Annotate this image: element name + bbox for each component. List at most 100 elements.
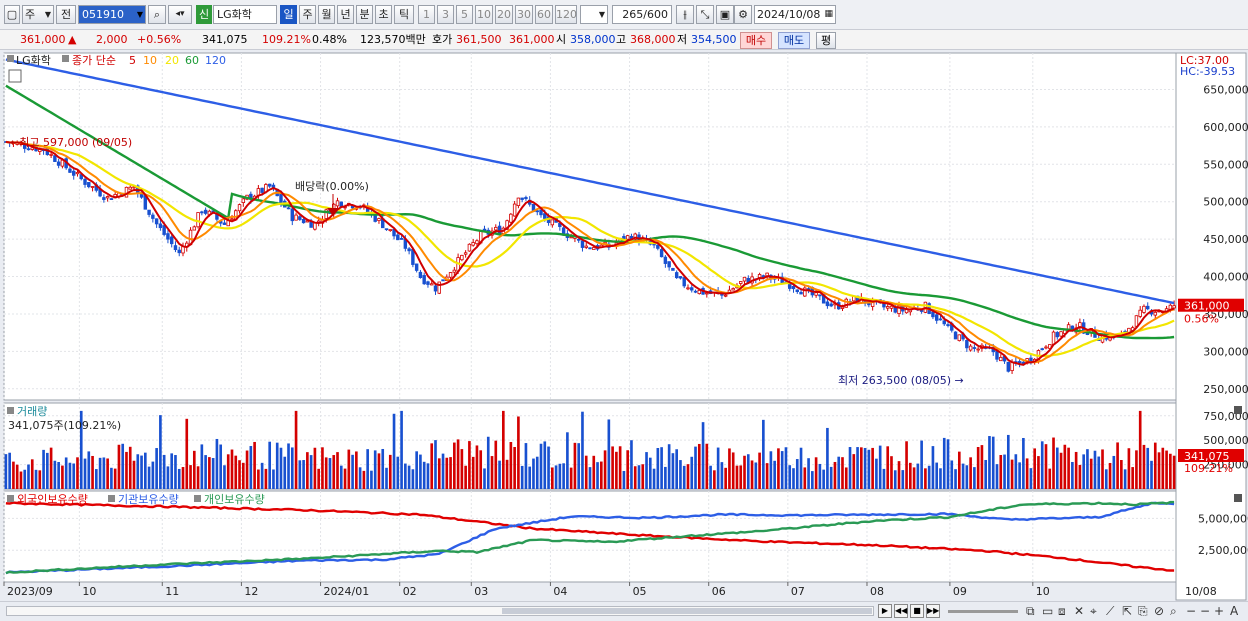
gear-icon[interactable]: ⚙ <box>734 5 752 24</box>
date-input[interactable]: 2024/10/08 ▦ <box>754 5 836 24</box>
scroll-thumb[interactable] <box>502 608 872 614</box>
custom-period-select[interactable]: ▼ <box>580 5 608 24</box>
tab-period-month[interactable]: 월 <box>318 5 335 24</box>
trend-line-icon[interactable]: ⟋ <box>1106 604 1115 618</box>
candle-body <box>181 246 185 254</box>
candle-body <box>260 187 264 193</box>
link-icon[interactable]: ⊘ <box>1154 604 1165 618</box>
crosshair-icon[interactable]: ⌖ <box>1090 604 1097 618</box>
tab-period-day[interactable]: 일 <box>280 5 297 24</box>
tab-period-second[interactable]: 초 <box>375 5 392 24</box>
minute-60[interactable]: 60 <box>535 5 553 24</box>
volume-bar <box>464 465 467 489</box>
save-icon[interactable]: ▣ <box>716 5 734 24</box>
minute-5[interactable]: 5 <box>456 5 473 24</box>
volume-bar <box>1048 468 1052 489</box>
volume-bar <box>290 447 294 489</box>
prev-button[interactable]: 전 <box>56 5 76 24</box>
volume-bar <box>343 468 347 489</box>
candle-body <box>693 290 698 293</box>
fast-forward-icon[interactable]: ▶▶ <box>926 604 940 618</box>
minute-1[interactable]: 1 <box>418 5 435 24</box>
volume-bar <box>1131 467 1134 489</box>
volume-bar <box>599 461 603 489</box>
volume-bar <box>1127 448 1131 489</box>
candle-body <box>520 197 524 200</box>
minute-120[interactable]: 120 <box>555 5 577 24</box>
sell-button[interactable]: 매도 <box>778 32 810 49</box>
scroll-track[interactable] <box>6 606 874 616</box>
volume-bar <box>415 451 418 489</box>
candle-body <box>731 288 735 291</box>
volume-bar <box>42 449 45 489</box>
volume-bar <box>185 418 189 489</box>
candle-body <box>1142 305 1146 313</box>
play-icon[interactable]: ▶ <box>878 604 892 618</box>
volume-bar <box>897 461 901 489</box>
moving-average-lines <box>5 58 1175 366</box>
volume-bar <box>731 452 735 489</box>
volume-bar <box>283 456 287 489</box>
volume-panel-close-icon <box>1234 406 1242 414</box>
price-tick-label: 650,000 <box>1203 83 1248 96</box>
candle-body <box>584 245 588 248</box>
search-icon[interactable]: ⌕ <box>148 5 166 24</box>
period-select[interactable]: 주 ▼ <box>22 5 54 24</box>
volume-bar <box>735 465 739 489</box>
candle-type-icon[interactable]: ⫲ <box>676 5 694 24</box>
volume-bar <box>550 467 554 489</box>
volume-bar <box>1142 444 1146 489</box>
volume-bar <box>509 441 513 489</box>
minute-3[interactable]: 3 <box>437 5 454 24</box>
evaluate-button[interactable]: 평 <box>816 32 836 49</box>
volume-bar <box>1135 450 1138 489</box>
rewind-icon[interactable]: ◀◀ <box>894 604 908 618</box>
display-count-field[interactable]: 265/600 <box>612 5 672 24</box>
tab-period-minute[interactable]: 분 <box>356 5 373 24</box>
stop-icon[interactable]: ■ <box>910 604 924 618</box>
stock-chart[interactable]: 650,000 600,000 550,000 500,000 450,000 400,0… <box>0 51 1248 601</box>
candle-body <box>512 203 517 217</box>
volume-bar <box>449 457 452 489</box>
holding-line-1 <box>5 501 1175 575</box>
stock-code-input[interactable]: 051910 ▼ <box>78 5 146 24</box>
plus-icon[interactable]: + <box>1214 604 1225 618</box>
cursor-icon[interactable]: ⇱ <box>1122 604 1133 618</box>
volume-bar <box>272 469 275 489</box>
volume-bar <box>871 447 874 489</box>
tab-period-year[interactable]: 년 <box>337 5 354 24</box>
copy-icon[interactable]: ⎘ <box>1138 604 1148 618</box>
zoom-area-icon[interactable]: ⧉ <box>1026 604 1035 618</box>
candle-body <box>377 218 381 221</box>
buy-button[interactable]: 매수 <box>740 32 772 49</box>
holding-lines <box>5 500 1175 575</box>
candle-body <box>399 238 404 240</box>
candle-body <box>49 153 53 156</box>
auto-scale-icon[interactable]: A <box>1230 604 1239 618</box>
zoom-out-icon[interactable]: − <box>1186 604 1197 618</box>
candle-body <box>192 226 197 231</box>
volume-bar <box>223 465 226 489</box>
overlap-icon[interactable]: ⧈ <box>1058 604 1066 618</box>
speaker-icon[interactable]: ◂▾ <box>168 5 192 24</box>
volume-bar <box>705 443 709 489</box>
speed-slider[interactable] <box>948 610 1018 613</box>
draw-tool-icon[interactable]: ⤡ <box>696 5 714 24</box>
zoom-icon[interactable]: ⌕ <box>1170 604 1177 618</box>
candle-body <box>633 233 637 240</box>
rect-select-icon[interactable]: ▭ <box>1042 604 1054 618</box>
window-menu-icon[interactable]: ▢ <box>4 5 20 24</box>
candle-body <box>1055 332 1060 338</box>
volume-bar <box>147 466 151 489</box>
tab-period-week[interactable]: 주 <box>299 5 316 24</box>
tab-period-tick[interactable]: 틱 <box>394 5 414 24</box>
minute-10[interactable]: 10 <box>475 5 493 24</box>
minus-icon[interactable]: − <box>1200 604 1211 618</box>
minute-30[interactable]: 30 <box>515 5 533 24</box>
minute-20[interactable]: 20 <box>495 5 513 24</box>
volume-bar <box>189 465 192 489</box>
candle-body <box>667 261 671 268</box>
ma5-line <box>5 140 1175 366</box>
cross-icon[interactable]: ✕ <box>1074 604 1085 618</box>
stock-name-field[interactable]: LG화학 <box>213 5 277 24</box>
